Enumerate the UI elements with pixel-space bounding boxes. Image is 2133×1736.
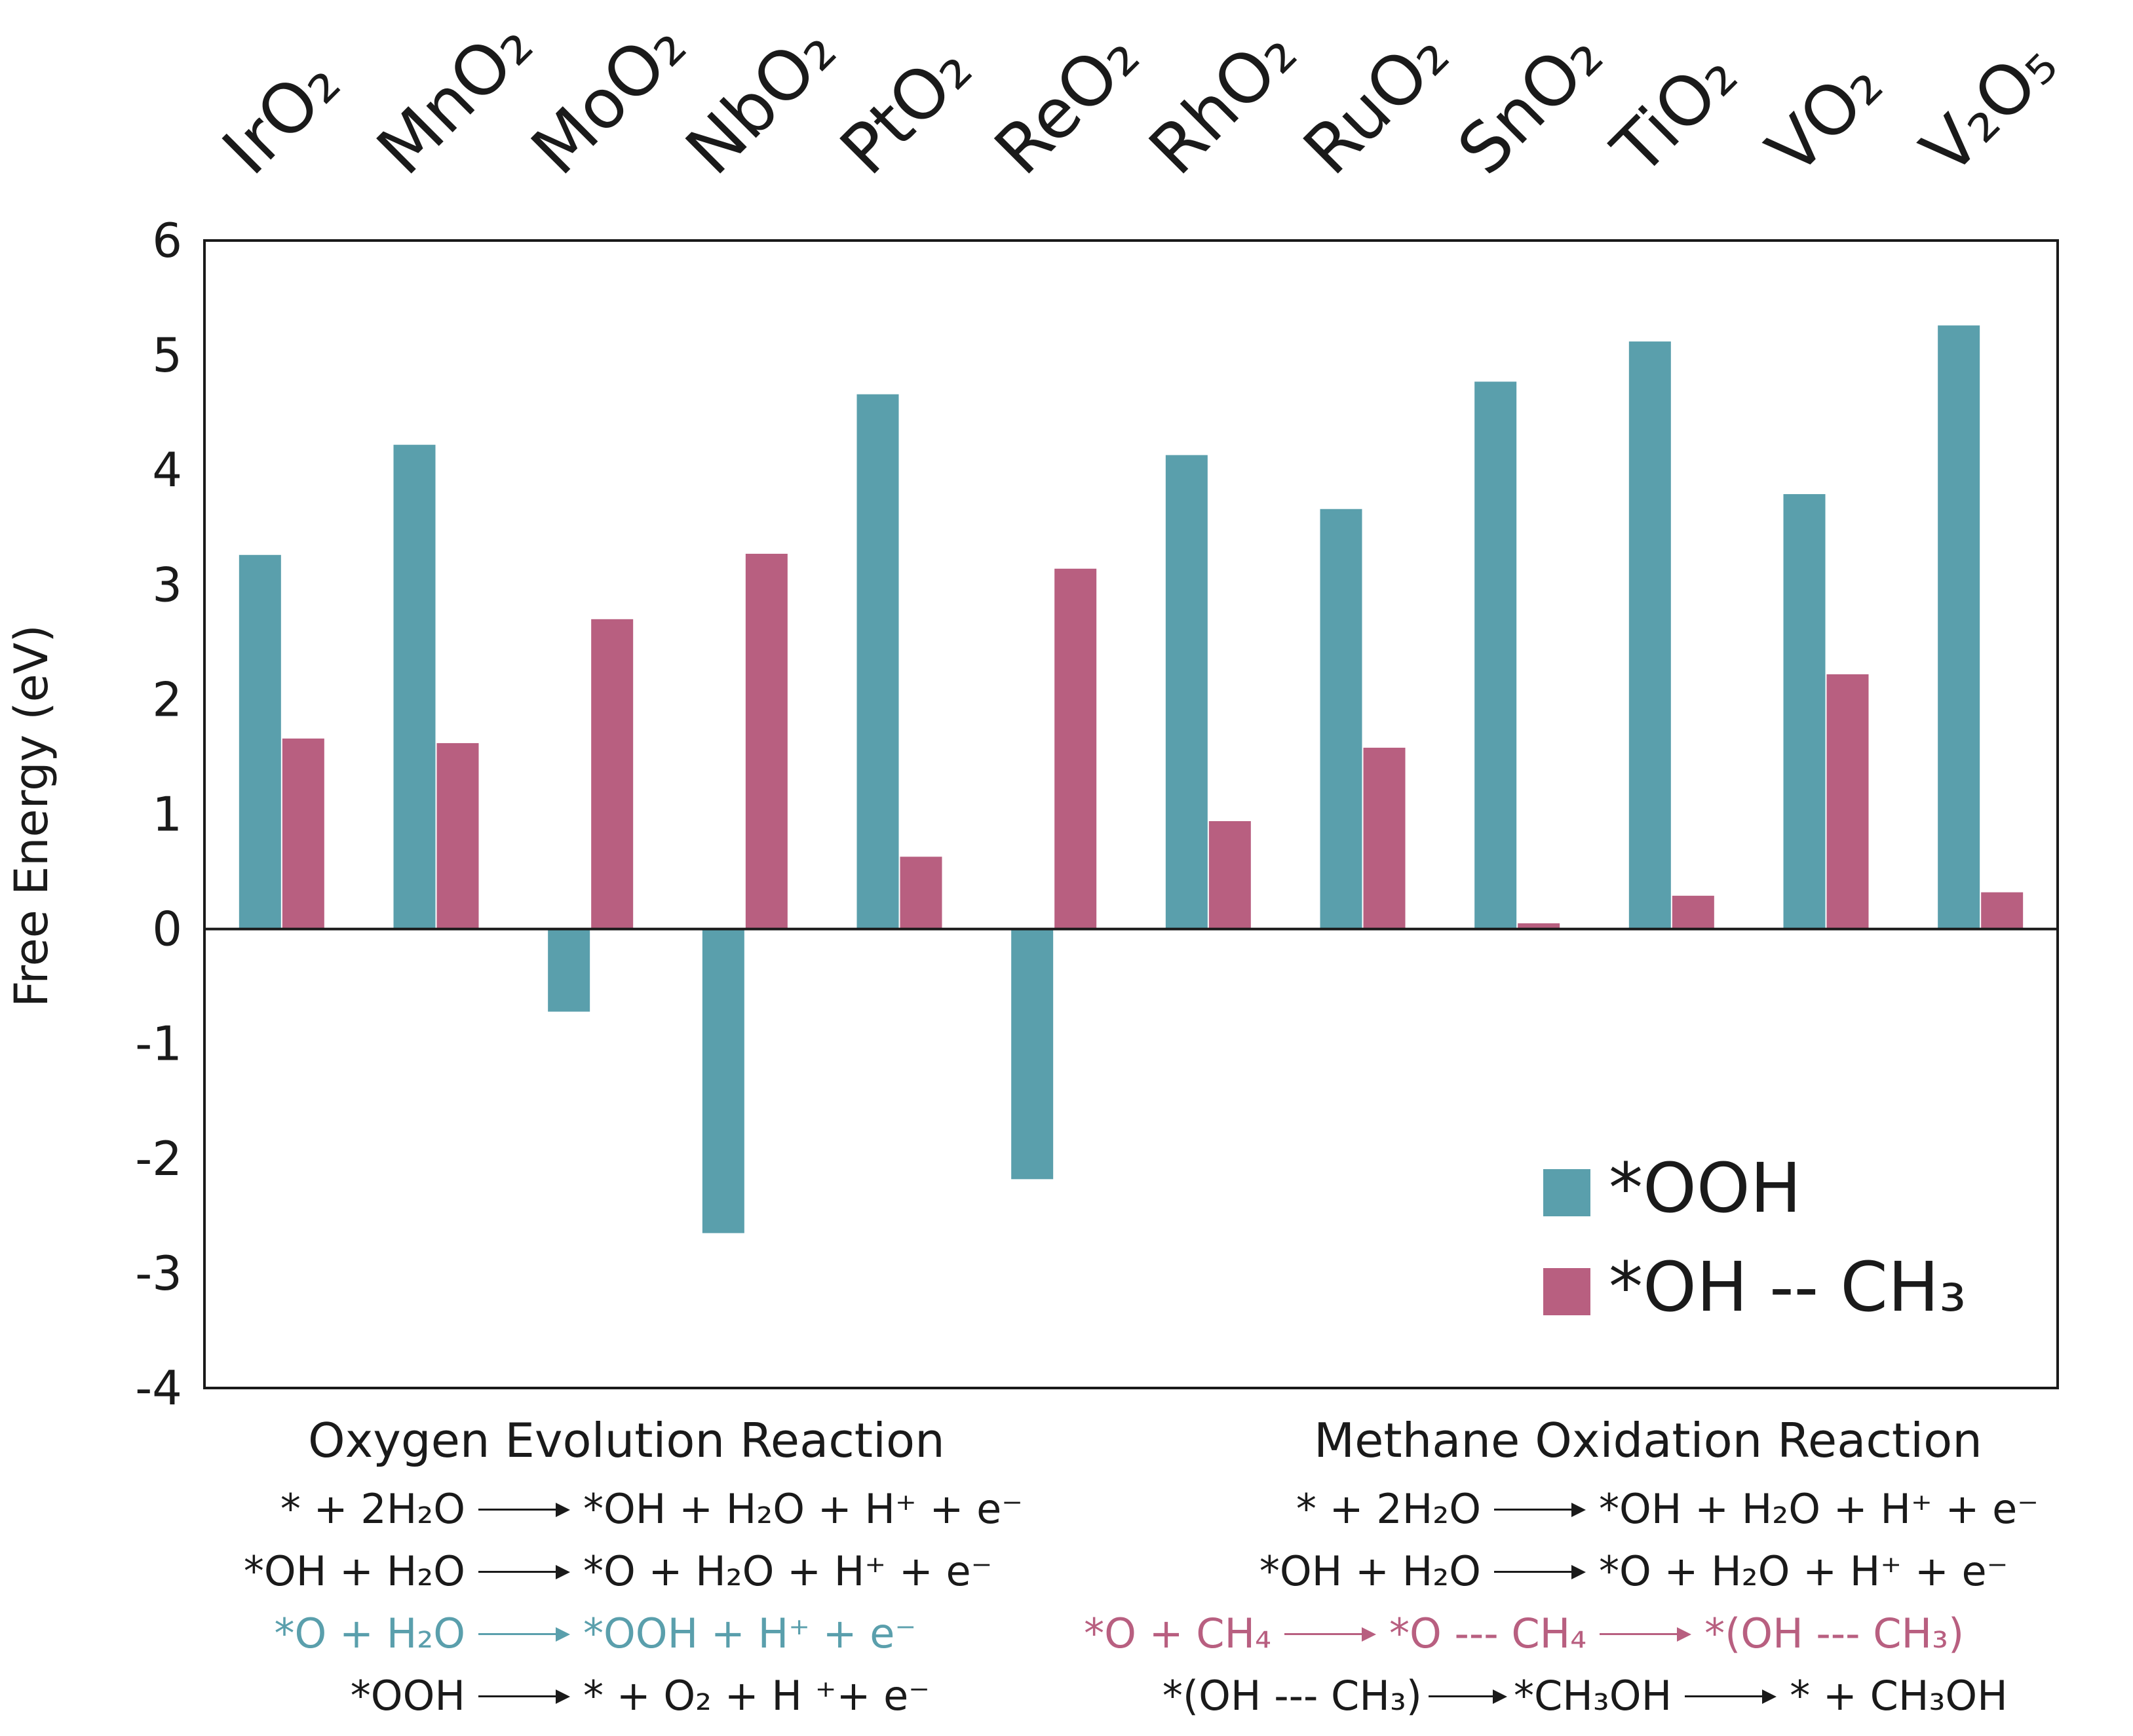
bar-oh-ch3-nbo2 <box>745 554 788 929</box>
bar-ooh-pto2 <box>856 394 899 929</box>
bar-ooh-nbo2 <box>702 929 744 1233</box>
legend-label-oh-ch3: *OH -- CH₃ <box>1609 1247 1967 1327</box>
bar-oh-ch3-moo2 <box>591 619 634 929</box>
bar-ooh-iro2 <box>239 554 281 929</box>
bar-oh-ch3-reo2 <box>1054 568 1097 929</box>
category-label-ruo2: RuO₂ <box>1288 14 1464 190</box>
category-label-tio2: TiO₂ <box>1597 35 1752 190</box>
y-tick-label: 6 <box>152 213 182 268</box>
bar-oh-ch3-ruo2 <box>1363 747 1406 929</box>
bar-ooh-sno2 <box>1474 381 1517 929</box>
bar-oh-ch3-tio2 <box>1672 895 1714 929</box>
legend-label-ooh: *OOH <box>1609 1148 1801 1228</box>
category-label-reo2: ReO₂ <box>980 15 1155 190</box>
category-label-mno2: MnO₂ <box>362 4 548 190</box>
bar-oh-ch3-vo2 <box>1826 674 1869 929</box>
y-axis-label: Free Energy (eV) <box>5 625 58 1007</box>
bar-oh-ch3-mno2 <box>436 743 479 929</box>
y-axis-ticks: 6 5 4 3 2 1 0 -1 -2 -3 -4 <box>135 213 182 1416</box>
y-tick-label: -3 <box>135 1246 182 1301</box>
bar-oh-ch3-sno2 <box>1518 923 1560 929</box>
bar-oh-ch3-v2o5 <box>1981 892 2024 929</box>
plot-frame <box>203 239 2059 1389</box>
bar-oh-ch3-rho2 <box>1208 821 1251 929</box>
y-tick-label: 2 <box>152 672 182 727</box>
y-tick-label: 3 <box>152 557 182 612</box>
category-label-sno2: SnO₂ <box>1443 15 1618 190</box>
category-labels: IrO₂ MnO₂MoO₂NbO₂PtO₂ReO₂RhO₂RuO₂SnO₂TiO₂… <box>207 4 2072 190</box>
bar-ooh-rho2 <box>1165 455 1208 929</box>
y-tick-label: 4 <box>152 442 182 497</box>
y-tick-label: 1 <box>152 787 182 842</box>
legend-swatch-oh-ch3 <box>1543 1268 1590 1315</box>
legend-swatch-ooh <box>1543 1169 1590 1216</box>
category-label-nbo2: NbO₂ <box>670 9 851 189</box>
bar-oh-ch3-iro2 <box>282 738 324 929</box>
category-label-pto2: PtO₂ <box>825 28 987 190</box>
category-label-iro2: IrO₂ <box>207 42 355 190</box>
category-label-moo2: MoO₂ <box>516 5 701 190</box>
category-label-v2o5: V₂O₅ <box>1906 24 2072 189</box>
bar-ooh-v2o5 <box>1938 325 1980 929</box>
category-label-vo2: VO₂ <box>1752 44 1898 190</box>
bar-ooh-mno2 <box>393 444 436 929</box>
y-tick-label: 5 <box>152 328 182 383</box>
bar-ooh-vo2 <box>1783 493 1826 929</box>
bar-ooh-moo2 <box>548 929 590 1012</box>
y-tick-label: -4 <box>135 1360 182 1416</box>
bar-ooh-tio2 <box>1628 341 1671 929</box>
bar-oh-ch3-pto2 <box>900 857 942 929</box>
y-tick-label: -2 <box>135 1131 182 1186</box>
y-tick-label: 0 <box>152 902 182 957</box>
y-tick-label: -1 <box>135 1016 182 1071</box>
bar-ooh-ruo2 <box>1320 509 1362 929</box>
category-label-rho2: RhO₂ <box>1134 12 1311 189</box>
legend: *OOH *OH -- CH₃ <box>1543 1148 1967 1327</box>
bar-ooh-reo2 <box>1011 929 1054 1180</box>
bars <box>239 325 2024 1233</box>
